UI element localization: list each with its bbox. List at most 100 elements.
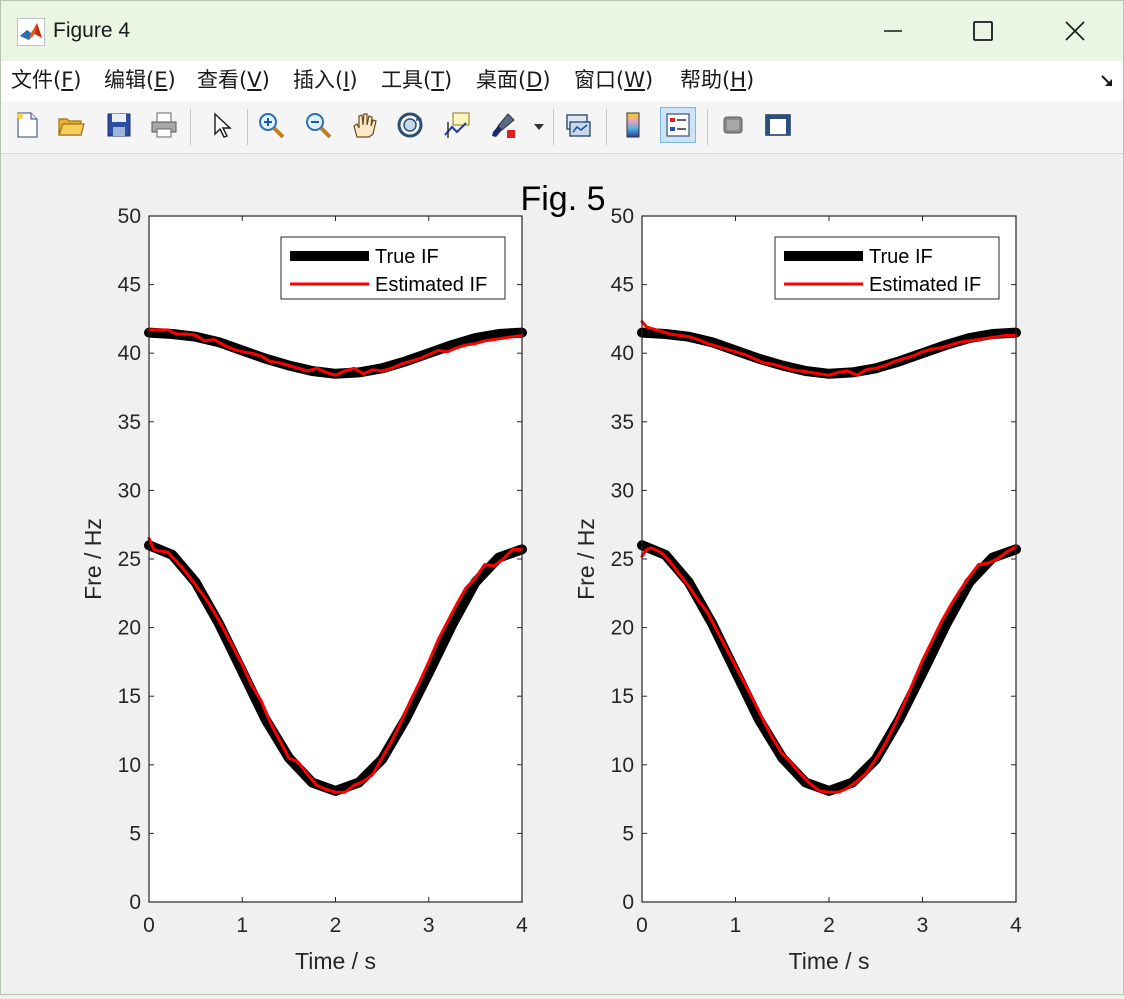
x-tick-label: 4 [1010,914,1022,937]
menu-window[interactable]: 窗口(W) [574,68,654,92]
maximize-button[interactable] [937,1,1029,61]
x-tick-label: 3 [423,914,435,937]
toolbar-separator [247,109,248,145]
zoom-out-button[interactable] [300,107,336,143]
y-tick-label: 30 [611,479,634,502]
menu-desktop[interactable]: 桌面(D) [476,68,551,92]
legend-entry-label: True IF [375,246,439,268]
legend[interactable]: True IF Estimated IF [774,236,1000,300]
legend-button[interactable] [660,107,696,143]
toolbar-separator [190,109,191,145]
y-tick-label: 10 [611,754,634,777]
toolbar-separator [707,109,708,145]
x-tick-label: 2 [330,914,342,937]
legend[interactable]: True IF Estimated IF [280,236,506,300]
menu-edit[interactable]: 编辑(E) [104,68,176,92]
link-plot-icon [566,114,591,137]
axes-left[interactable]: 0 5 10 15 20 25 30 35 40 45 50 0 1 2 3 4 Time / s Fre / H… [80,205,528,974]
y-tick-label: 45 [611,274,634,297]
x-tick-label: 1 [730,914,742,937]
close-button[interactable] [1029,1,1121,61]
axes-background [642,216,1016,902]
brush-button[interactable] [485,107,521,143]
y-tick-label: 15 [118,685,141,708]
x-tick-label: 0 [143,914,155,937]
estimated-if-line-upper [147,328,524,377]
window-title: Figure 4 [53,19,131,42]
link-plot-button[interactable] [560,107,596,143]
rotate-3d-button[interactable] [392,107,428,143]
colorbar-button[interactable] [615,107,651,143]
y-tick-label: 30 [118,479,141,502]
x-tick-label: 2 [823,914,835,937]
minimize-icon [884,30,902,32]
y-tick-label: 20 [611,617,634,640]
open-file-icon [58,118,85,136]
pan-icon [353,113,377,138]
axes-background [149,216,522,902]
y-tick-label: 20 [118,617,141,640]
y-tick-label: 5 [622,822,634,845]
minimize-button[interactable] [847,1,939,61]
zoom-in-button[interactable] [253,107,289,143]
brush-dropdown-icon[interactable] [533,123,545,131]
legend-icon [666,113,690,137]
show-plot-tools-icon [765,114,791,136]
menu-file[interactable]: 文件(F) [11,68,82,92]
y-tick-label: 35 [611,411,634,434]
pan-button[interactable] [346,107,382,143]
x-tick-label: 0 [636,914,648,937]
figure-canvas: Fig. 5 0 5 10 15 20 25 30 35 40 45 50 0 1 2 3 4 Time / s… [1,154,1123,994]
y-tick-label: 5 [129,822,141,845]
data-cursor-button[interactable] [439,107,475,143]
menu-bar: 文件(F) 编辑(E) 查看(V) 插入(I) 工具(T) 桌面(D) 窗口(W… [1,61,1123,101]
colorbar-icon [626,112,640,138]
matlab-logo-icon [17,18,45,46]
figure-suptitle: Fig. 5 [520,180,605,218]
y-tick-label: 0 [129,891,141,914]
menu-view[interactable]: 查看(V) [197,68,270,92]
y-tick-label: 10 [118,754,141,777]
axes-right[interactable]: 0 5 10 15 20 25 30 35 40 45 50 0 1 2 3 4 Time / s Fre / H… [573,205,1022,974]
new-figure-icon [17,112,38,138]
y-tick-label: 15 [611,685,634,708]
save-icon [107,113,131,137]
zoom-in-icon [259,113,285,139]
show-plot-tools-button[interactable] [760,107,796,143]
new-figure-button[interactable] [9,107,45,143]
x-tick-label: 1 [236,914,248,937]
y-tick-label: 45 [118,274,141,297]
title-bar: Figure 4 [1,1,1123,61]
menu-help[interactable]: 帮助(H) [680,68,755,92]
y-axis-label: Fre / Hz [573,518,599,600]
data-cursor-icon [444,112,470,138]
legend-box [774,236,1000,300]
menu-insert[interactable]: 插入(I) [293,68,358,92]
menu-tools[interactable]: 工具(T) [381,68,453,92]
x-axis-label: Time / s [295,948,376,974]
hide-plot-tools-icon [723,116,743,134]
y-tick-label: 40 [118,342,141,365]
estimated-if-line-lower [147,536,524,794]
maximize-icon [973,21,993,41]
y-tick-label: 35 [118,411,141,434]
estimated-if-line-upper [640,320,1018,377]
toolbar-separator [606,109,607,145]
estimated-if-line-lower [640,545,1018,794]
pointer-button[interactable] [203,107,239,143]
legend-entry-label: True IF [869,246,933,268]
hide-plot-tools-button[interactable] [715,107,751,143]
x-tick-label: 4 [516,914,528,937]
print-button[interactable] [146,107,182,143]
open-file-button[interactable] [53,107,89,143]
zoom-out-icon [306,113,332,139]
rotate-3d-icon [397,112,423,138]
y-tick-label: 40 [611,342,634,365]
toolbar [1,101,1123,154]
y-tick-label: 25 [118,548,141,571]
close-icon [1065,21,1085,41]
save-button[interactable] [101,107,137,143]
dock-arrow-icon[interactable] [1099,73,1115,89]
